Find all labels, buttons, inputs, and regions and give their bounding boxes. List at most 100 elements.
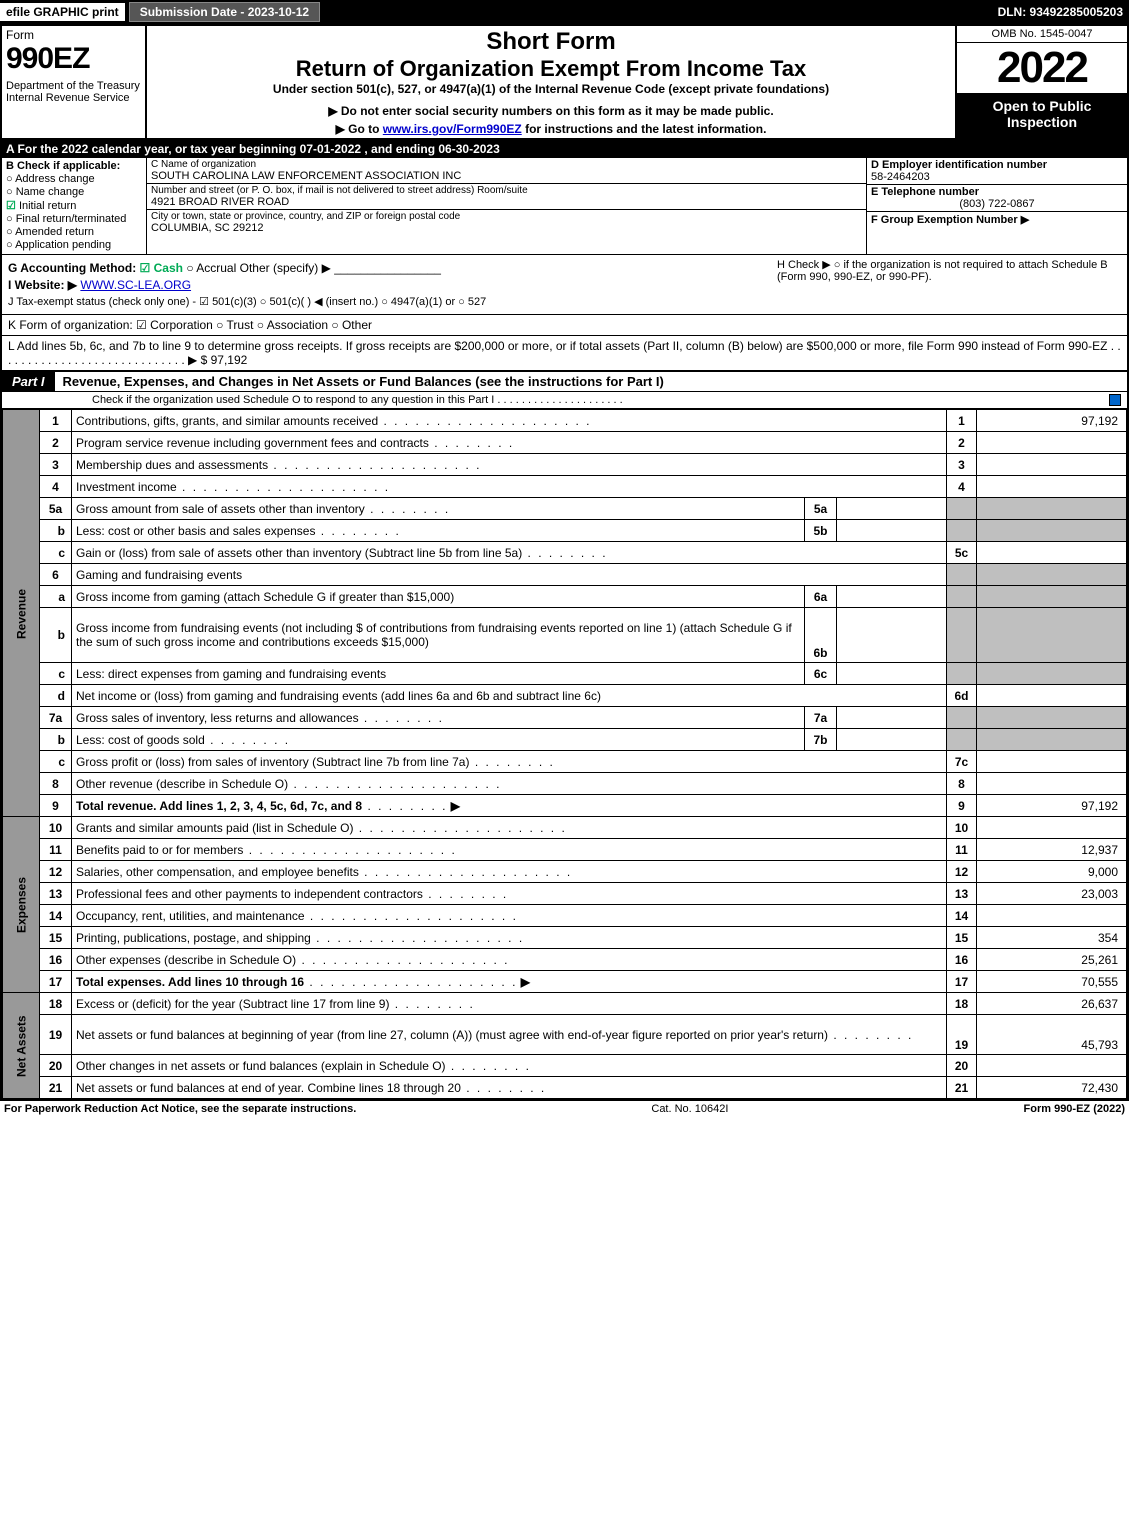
city-label: City or town, state or province, country… [151,211,862,222]
line-13: 13 Professional fees and other payments … [3,883,1127,905]
schedule-o-checkbox[interactable] [1109,394,1121,406]
accrual-checkbox[interactable]: ○ Accrual [186,261,236,275]
do-not-enter-text: ▶ Do not enter social security numbers o… [153,104,949,118]
row-j: J Tax-exempt status (check only one) - ☑… [8,295,771,308]
row-h: H Check ▶ ○ if the organization is not r… [771,258,1121,311]
other-specify[interactable]: Other (specify) ▶ [240,261,331,275]
group-exemption-cell: F Group Exemption Number ▶ [867,212,1127,227]
line-9-value: 97,192 [977,795,1127,817]
footer-right: Form 990-EZ (2022) [1024,1103,1125,1115]
line-21: 21 Net assets or fund balances at end of… [3,1077,1127,1099]
street-address: 4921 BROAD RIVER ROAD [151,196,862,208]
org-name-cell: C Name of organization SOUTH CAROLINA LA… [147,158,866,184]
short-form-title: Short Form [153,28,949,56]
irs-link[interactable]: www.irs.gov/Form990EZ [383,122,522,136]
line-7a: 7a Gross sales of inventory, less return… [3,707,1127,729]
efile-print-label[interactable]: efile GRAPHIC print [0,3,125,21]
column-b-checkboxes: B Check if applicable: ○ Address change … [2,158,147,254]
goto-post: for instructions and the latest informat… [522,122,767,136]
omb-number: OMB No. 1545-0047 [957,26,1127,43]
line-16: 16 Other expenses (describe in Schedule … [3,949,1127,971]
addr-label: Number and street (or P. O. box, if mail… [151,185,862,196]
netassets-side-label: Net Assets [3,993,40,1099]
submission-date-label: Submission Date - 2023-10-12 [129,2,320,22]
ein-value: 58-2464203 [871,171,1123,183]
line-6a: a Gross income from gaming (attach Sched… [3,586,1127,608]
identification-block: B Check if applicable: ○ Address change … [2,158,1127,255]
under-section-text: Under section 501(c), 527, or 4947(a)(1)… [153,82,949,96]
chk-name-change[interactable]: ○ Name change [6,186,142,198]
dept-label: Department of the Treasury Internal Reve… [6,80,141,104]
header-left: Form 990EZ Department of the Treasury In… [2,26,147,138]
form-header: Form 990EZ Department of the Treasury In… [2,26,1127,140]
address-cell: Number and street (or P. O. box, if mail… [147,184,866,210]
form-word: Form [6,28,141,42]
line-9: 9 Total revenue. Add lines 1, 2, 3, 4, 5… [3,795,1127,817]
line-12-value: 9,000 [977,861,1127,883]
line-5a: 5a Gross amount from sale of assets othe… [3,498,1127,520]
part-i-subtext: Check if the organization used Schedule … [2,392,1127,409]
column-c-org-info: C Name of organization SOUTH CAROLINA LA… [147,158,867,254]
line-1: Revenue 1 Contributions, gifts, grants, … [3,410,1127,432]
line-17: 17 Total expenses. Add lines 10 through … [3,971,1127,993]
footer-left: For Paperwork Reduction Act Notice, see … [4,1103,356,1115]
chk-address-change[interactable]: ○ Address change [6,173,142,185]
line-6c: c Less: direct expenses from gaming and … [3,663,1127,685]
line-19: 19 Net assets or fund balances at beginn… [3,1015,1127,1055]
ein-cell: D Employer identification number 58-2464… [867,158,1127,185]
website-link[interactable]: WWW.SC-LEA.ORG [80,278,191,292]
phone-value: (803) 722-0867 [871,198,1123,210]
city-cell: City or town, state or province, country… [147,210,866,235]
line-15: 15 Printing, publications, postage, and … [3,927,1127,949]
f-label: F Group Exemption Number ▶ [871,213,1123,226]
dln-label: DLN: 93492285005203 [998,5,1129,19]
line-19-value: 45,793 [977,1015,1127,1055]
gross-receipts-value: 97,192 [211,353,248,367]
line-5c: c Gain or (loss) from sale of assets oth… [3,542,1127,564]
line-7b: b Less: cost of goods sold 7b [3,729,1127,751]
tax-year: 2022 [957,43,1127,94]
row-a-tax-year: A For the 2022 calendar year, or tax yea… [2,140,1127,158]
top-bar: efile GRAPHIC print Submission Date - 20… [0,0,1129,24]
org-name: SOUTH CAROLINA LAW ENFORCEMENT ASSOCIATI… [151,170,862,182]
line-6d: d Net income or (loss) from gaming and f… [3,685,1127,707]
line-8: 8 Other revenue (describe in Schedule O)… [3,773,1127,795]
line-5b: b Less: cost or other basis and sales ex… [3,520,1127,542]
line-7c: c Gross profit or (loss) from sales of i… [3,751,1127,773]
line-11-value: 12,937 [977,839,1127,861]
line-13-value: 23,003 [977,883,1127,905]
part-i-tab: Part I [2,372,55,391]
line-4: 4 Investment income 4 [3,476,1127,498]
cash-checkbox[interactable]: ☑ Cash [140,261,183,275]
chk-final-return[interactable]: ○ Final return/terminated [6,213,142,225]
revenue-side-label: Revenue [3,410,40,817]
chk-amended-return[interactable]: ○ Amended return [6,226,142,238]
line-15-value: 354 [977,927,1127,949]
e-label: E Telephone number [871,186,1123,198]
line-12: 12 Salaries, other compensation, and emp… [3,861,1127,883]
line-20: 20 Other changes in net assets or fund b… [3,1055,1127,1077]
phone-cell: E Telephone number (803) 722-0867 [867,185,1127,212]
line-6: 6 Gaming and fundraising events [3,564,1127,586]
line-11: 11 Benefits paid to or for members 11 12… [3,839,1127,861]
row-i: I Website: ▶ WWW.SC-LEA.ORG [8,278,771,292]
goto-text: ▶ Go to www.irs.gov/Form990EZ for instru… [153,122,949,136]
row-k: K Form of organization: ☑ Corporation ○ … [2,315,1127,336]
row-l: L Add lines 5b, 6c, and 7b to line 9 to … [2,336,1127,372]
part-i-title: Revenue, Expenses, and Changes in Net As… [55,374,1127,389]
return-title: Return of Organization Exempt From Incom… [153,56,949,82]
city-state-zip: COLUMBIA, SC 29212 [151,222,862,234]
form-number: 990EZ [6,42,141,76]
chk-application-pending[interactable]: ○ Application pending [6,239,142,251]
d-label: D Employer identification number [871,159,1123,171]
c-label: C Name of organization [151,159,862,170]
line-10: Expenses 10 Grants and similar amounts p… [3,817,1127,839]
part-i-table: Revenue 1 Contributions, gifts, grants, … [2,409,1127,1099]
line-6b: b Gross income from fundraising events (… [3,608,1127,663]
line-14: 14 Occupancy, rent, utilities, and maint… [3,905,1127,927]
chk-initial-return[interactable]: ☑ Initial return [6,199,142,212]
line-17-value: 70,555 [977,971,1127,993]
line-1-value: 97,192 [977,410,1127,432]
page-footer: For Paperwork Reduction Act Notice, see … [0,1101,1129,1117]
line-16-value: 25,261 [977,949,1127,971]
